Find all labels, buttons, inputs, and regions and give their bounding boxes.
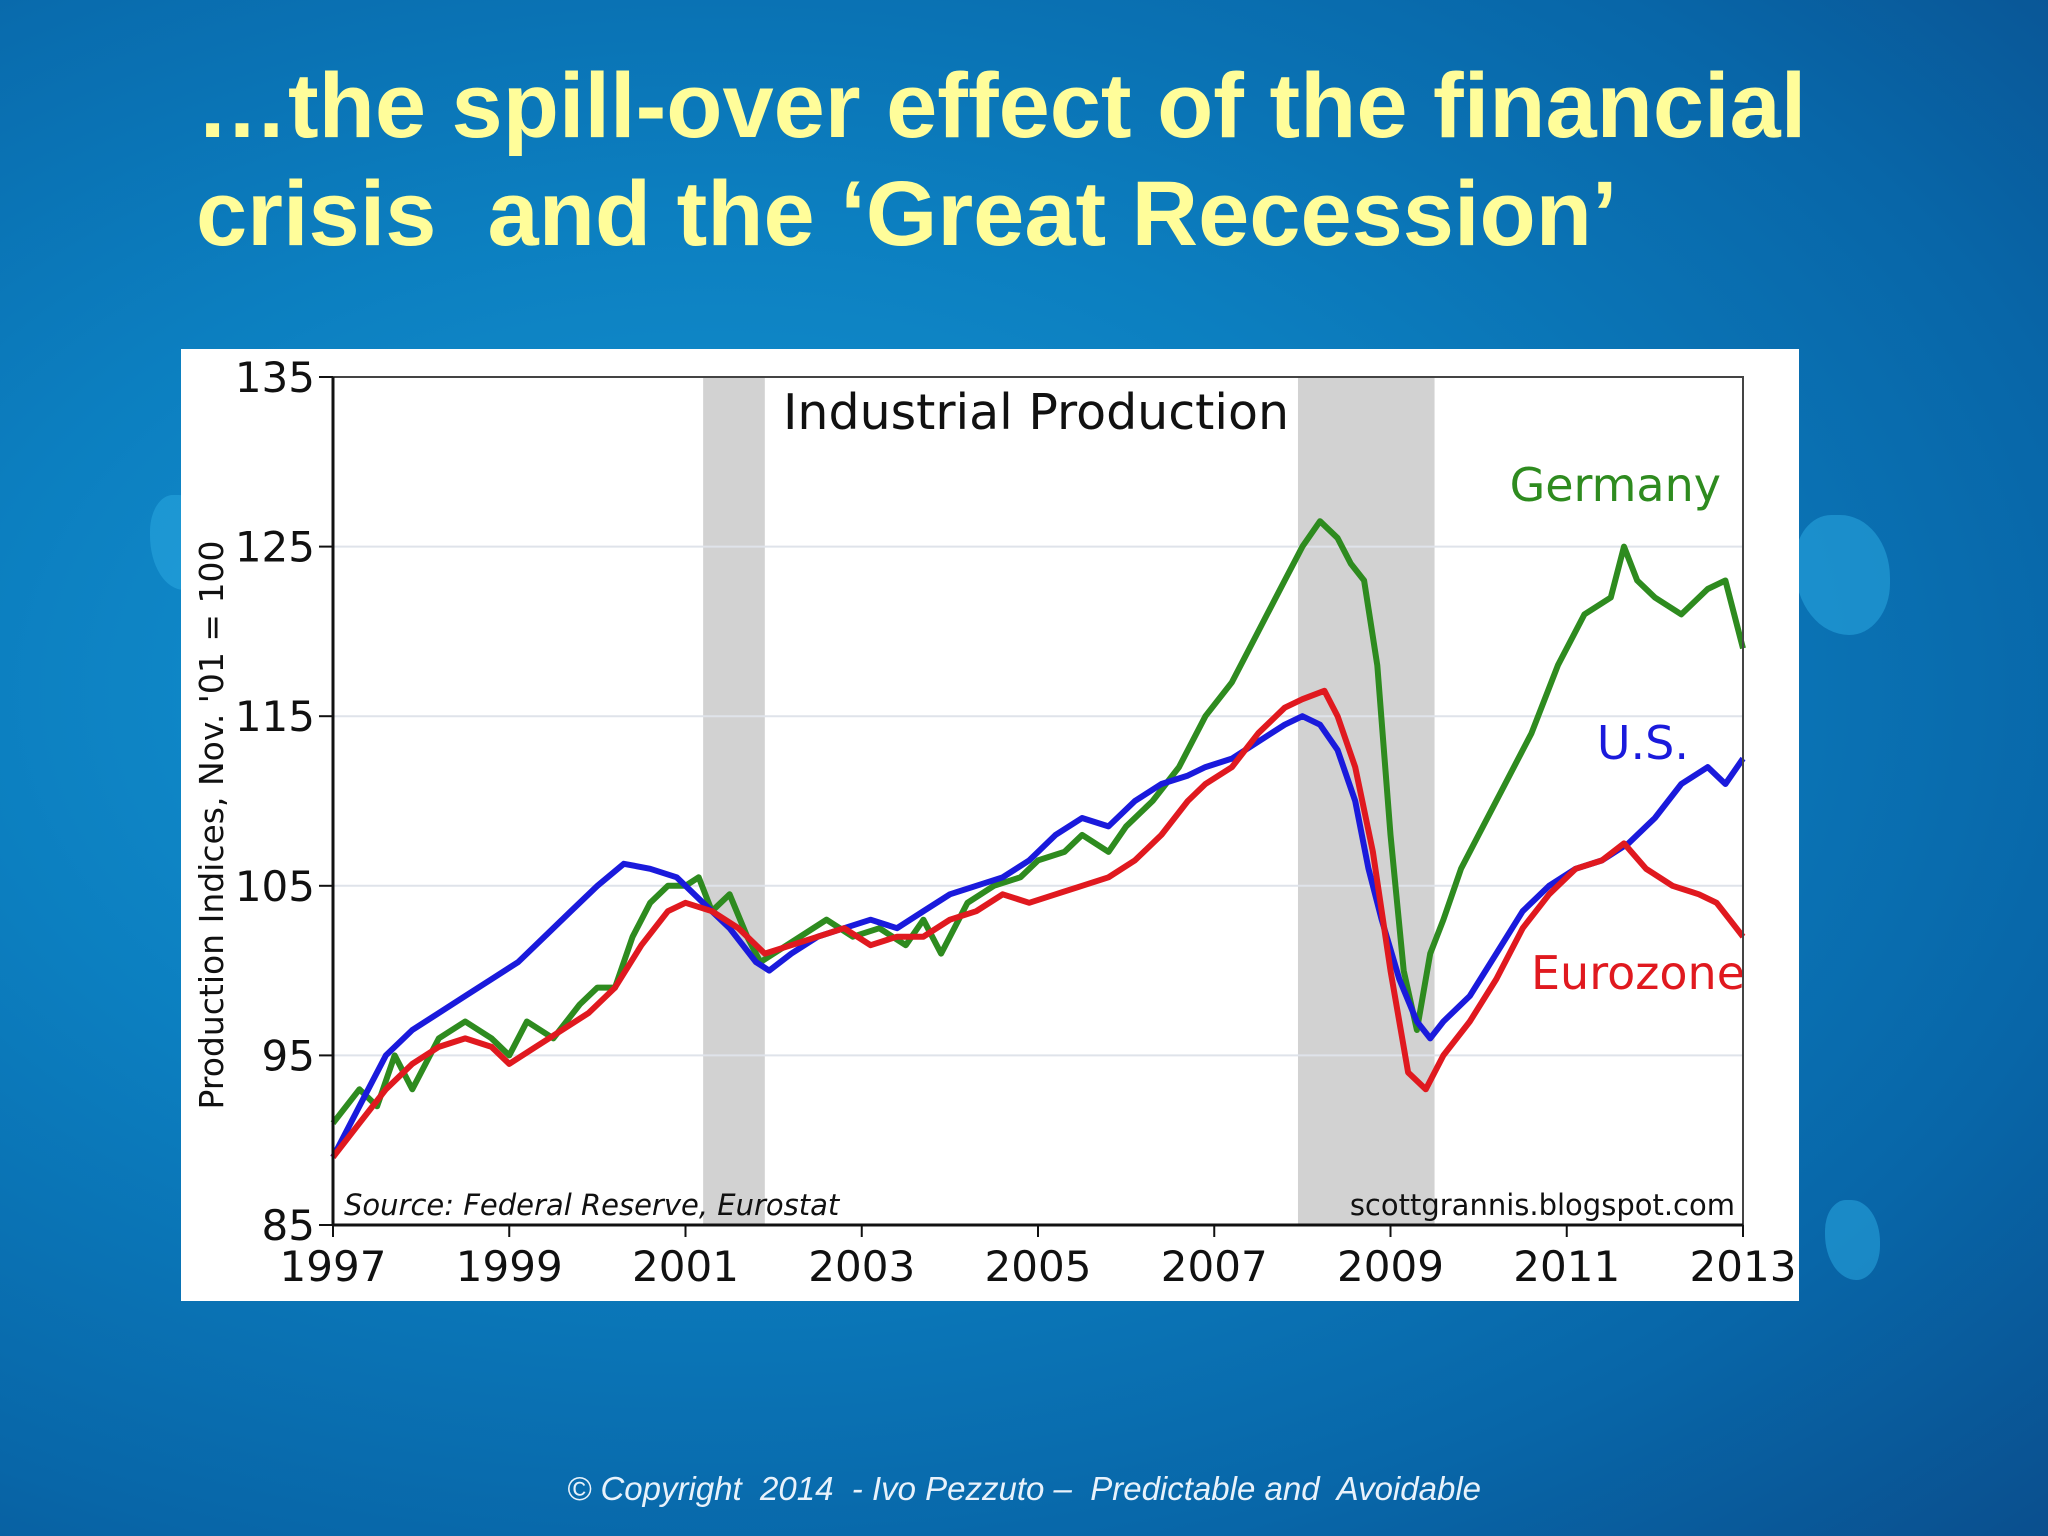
- x-tick-label-2011: 2011: [1513, 1242, 1620, 1291]
- chart-svg: Germany U.S. Eurozone 85 95 105 115 125 135 1997…: [192, 353, 1797, 1291]
- gridlines: [333, 545, 1743, 1057]
- x-tick-label-1999: 1999: [456, 1242, 563, 1291]
- x-tick-label-2013: 2013: [1690, 1242, 1797, 1291]
- recession-band-1: [703, 377, 765, 1225]
- y-tick-label-95: 95: [262, 1031, 315, 1080]
- recession-bands: [703, 377, 1435, 1225]
- map-shape-right: [1795, 515, 1890, 635]
- y-tick-label-105: 105: [235, 862, 315, 911]
- x-tick-label-2005: 2005: [985, 1242, 1092, 1291]
- series-lines: Germany U.S. Eurozone: [330, 458, 1746, 1160]
- y-tick-label-115: 115: [235, 692, 315, 741]
- series-label-germany: Germany: [1510, 458, 1721, 512]
- x-tick-label-2001: 2001: [632, 1242, 739, 1291]
- y-tick-label-135: 135: [235, 353, 315, 402]
- axes: 85 95 105 115 125 135 1997 1999 2001 2003 2005 2007…: [235, 353, 1797, 1291]
- chart-title: Industrial Production: [783, 384, 1289, 441]
- industrial-production-chart: Germany U.S. Eurozone 85 95 105 115 125 135 1997…: [181, 349, 1799, 1301]
- x-tick-label-2007: 2007: [1161, 1242, 1268, 1291]
- slide-title: …the spill-over effect of the financial …: [196, 52, 1896, 268]
- credit-note: scottgrannis.blogspot.com: [1350, 1188, 1735, 1222]
- series-label-eurozone: Eurozone: [1531, 946, 1745, 1000]
- y-tick-label-85: 85: [262, 1201, 315, 1250]
- copyright-footer: © Copyright 2014 - Ivo Pezzuto – Predict…: [566, 1470, 1482, 1507]
- slide-title-line-2: crisis and the ‘Great Recession’: [196, 163, 1618, 265]
- series-line-eurozone: [330, 687, 1746, 1160]
- y-tick-label-125: 125: [235, 523, 315, 572]
- series-line-germany: [330, 518, 1746, 1126]
- slide-title-line-1: …the spill-over effect of the financial: [196, 55, 1807, 157]
- x-tick-label-2009: 2009: [1337, 1242, 1444, 1291]
- x-tick-label-2003: 2003: [808, 1242, 915, 1291]
- series-line-us: [330, 713, 1746, 1159]
- recession-band-2: [1297, 377, 1435, 1225]
- x-tick-label-1997: 1997: [280, 1242, 387, 1291]
- map-shape-bottom: [1825, 1200, 1880, 1280]
- source-note: Source: Federal Reserve, Eurostat: [344, 1188, 841, 1222]
- y-axis-label: Production Indices, Nov. '01 = 100: [192, 541, 231, 1110]
- series-label-us: U.S.: [1597, 716, 1689, 770]
